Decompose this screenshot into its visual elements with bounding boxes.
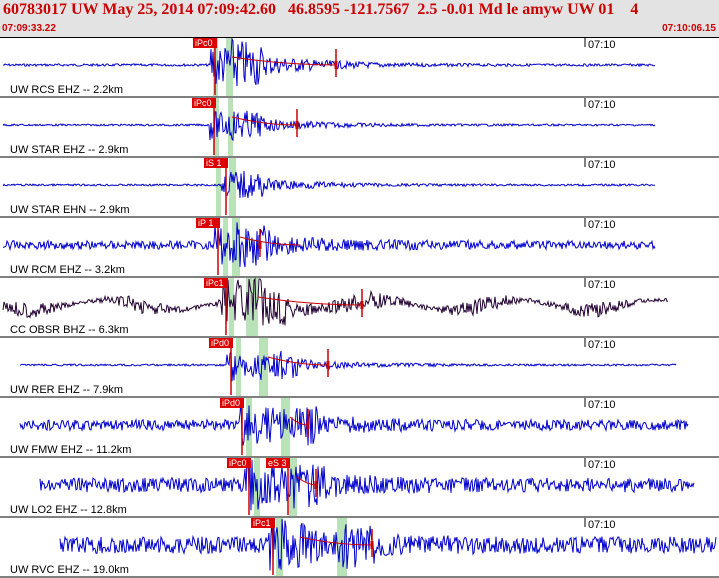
station-label: UW RVC EHZ -- 19.0km bbox=[10, 564, 129, 576]
phase-pick[interactable]: iPc0 bbox=[192, 98, 216, 155]
event-title: 60783017 UW May 25, 2014 07:09:42.60 46.… bbox=[3, 1, 639, 18]
station-label: UW RCM EHZ -- 3.2km bbox=[10, 264, 125, 276]
s-marker-tick bbox=[314, 481, 318, 489]
minute-label: 07:10 bbox=[588, 339, 616, 351]
arrival-window bbox=[216, 158, 221, 216]
minute-label: 07:10 bbox=[588, 279, 616, 291]
waveform-trace bbox=[59, 518, 717, 571]
minute-label: 07:10 bbox=[588, 219, 616, 231]
station-label: UW FMW EHZ -- 11.2km bbox=[10, 444, 131, 456]
station-row: iPc1 07:10 UW RVC EHZ -- 19.0km bbox=[0, 518, 719, 578]
pick-label: iPd0 bbox=[211, 338, 229, 348]
pick-label: iPc1 bbox=[206, 278, 224, 288]
pick-label: iPc0 bbox=[229, 458, 247, 468]
phase-pick[interactable]: iPc0 bbox=[193, 38, 217, 95]
s-marker-tick bbox=[295, 121, 299, 129]
start-time: 07:09:33.22 bbox=[2, 23, 56, 34]
station-row: iP 1 07:10 UW RCM EHZ -- 3.2km bbox=[0, 218, 719, 278]
pick-label: iP 1 bbox=[198, 218, 213, 228]
waveform-trace bbox=[2, 222, 656, 268]
minute-label: 07:10 bbox=[588, 399, 616, 411]
header-bar: 60783017 UW May 25, 2014 07:09:42.60 46.… bbox=[0, 0, 719, 38]
waveform-trace bbox=[19, 350, 677, 382]
coda-fit-curve bbox=[257, 296, 363, 306]
waveform-trace bbox=[2, 170, 656, 199]
station-label: UW STAR EHZ -- 2.9km bbox=[10, 144, 128, 156]
coda-fit-curve bbox=[231, 56, 337, 66]
pick-label: eS 3 bbox=[268, 458, 287, 468]
phase-pick[interactable]: iS 1 bbox=[204, 158, 228, 215]
station-row: iPc0 07:10 UW RCS EHZ -- 2.2km bbox=[0, 37, 719, 98]
arrival-window bbox=[228, 98, 233, 156]
coda-fit-curve bbox=[267, 356, 329, 366]
phase-pick[interactable]: iPc1 bbox=[251, 518, 275, 575]
arrival-window bbox=[276, 518, 283, 576]
arrival-window bbox=[259, 338, 268, 396]
station-label: UW RER EHZ -- 7.9km bbox=[10, 384, 123, 396]
minute-label: 07:10 bbox=[588, 519, 616, 531]
phase-pick[interactable]: iPd0 bbox=[209, 338, 233, 395]
phase-pick[interactable]: iP 1 bbox=[196, 218, 220, 275]
end-time: 07:10:06.15 bbox=[662, 23, 716, 34]
arrival-window bbox=[229, 278, 234, 336]
pick-label: iPd0 bbox=[222, 398, 240, 408]
arrival-window bbox=[229, 158, 236, 216]
pick-label: iPc1 bbox=[253, 518, 271, 528]
coda-fit-curve bbox=[289, 416, 309, 426]
minute-label: 07:10 bbox=[588, 159, 616, 171]
waveform-trace bbox=[2, 37, 656, 87]
s-marker-tick bbox=[326, 361, 330, 369]
arrival-window bbox=[246, 398, 252, 456]
coda-fit-curve bbox=[231, 116, 298, 126]
pick-label: iS 1 bbox=[206, 158, 222, 168]
s-marker-tick bbox=[306, 421, 310, 429]
minute-label: 07:10 bbox=[588, 99, 616, 111]
pick-label: iPc0 bbox=[195, 38, 213, 48]
station-row: iPd0 07:10 UW FMW EHZ -- 11.2km bbox=[0, 398, 719, 458]
s-marker-tick bbox=[360, 301, 364, 309]
minute-label: 07:10 bbox=[588, 39, 616, 51]
phase-pick[interactable]: eS 3 bbox=[266, 458, 290, 515]
minute-label: 07:10 bbox=[588, 459, 616, 471]
arrival-window bbox=[226, 38, 233, 96]
phase-pick[interactable]: iPd0 bbox=[220, 398, 244, 455]
coda-fit-curve bbox=[239, 236, 301, 246]
station-row: iPd0 07:10 UW RER EHZ -- 7.9km bbox=[0, 338, 719, 398]
waveform-trace bbox=[39, 458, 695, 511]
station-label: UW STAR EHN -- 2.9km bbox=[10, 204, 130, 216]
station-label: UW LO2 EHZ -- 12.8km bbox=[10, 504, 127, 516]
s-marker-tick bbox=[258, 241, 262, 249]
pick-label: iPc0 bbox=[194, 98, 212, 108]
station-row: iS 1 07:10 UW STAR EHN -- 2.9km bbox=[0, 158, 719, 218]
station-row: iPc0 eS 3 07:10 UW LO2 EHZ -- 12.8km bbox=[0, 458, 719, 518]
s-marker-tick bbox=[334, 61, 338, 69]
station-row: iPc0 07:10 UW STAR EHZ -- 2.9km bbox=[0, 98, 719, 158]
waveform-trace bbox=[2, 277, 669, 326]
coda-fit-curve bbox=[299, 536, 373, 546]
waveform-trace bbox=[2, 110, 656, 142]
station-label: UW RCS EHZ -- 2.2km bbox=[10, 84, 123, 96]
phase-pick[interactable]: iPc1 bbox=[204, 278, 228, 335]
station-label: CC OBSR BHZ -- 6.3km bbox=[10, 324, 129, 336]
s-marker-tick bbox=[370, 541, 374, 549]
phase-pick[interactable]: iPc0 bbox=[227, 458, 251, 515]
waveform-trace bbox=[19, 401, 689, 446]
station-row: iPc1 07:10 CC OBSR BHZ -- 6.3km bbox=[0, 277, 719, 338]
seismogram-panel: iPc0 07:10 UW RCS EHZ -- 2.2km iPc0 07:10 UW … bbox=[0, 37, 719, 578]
